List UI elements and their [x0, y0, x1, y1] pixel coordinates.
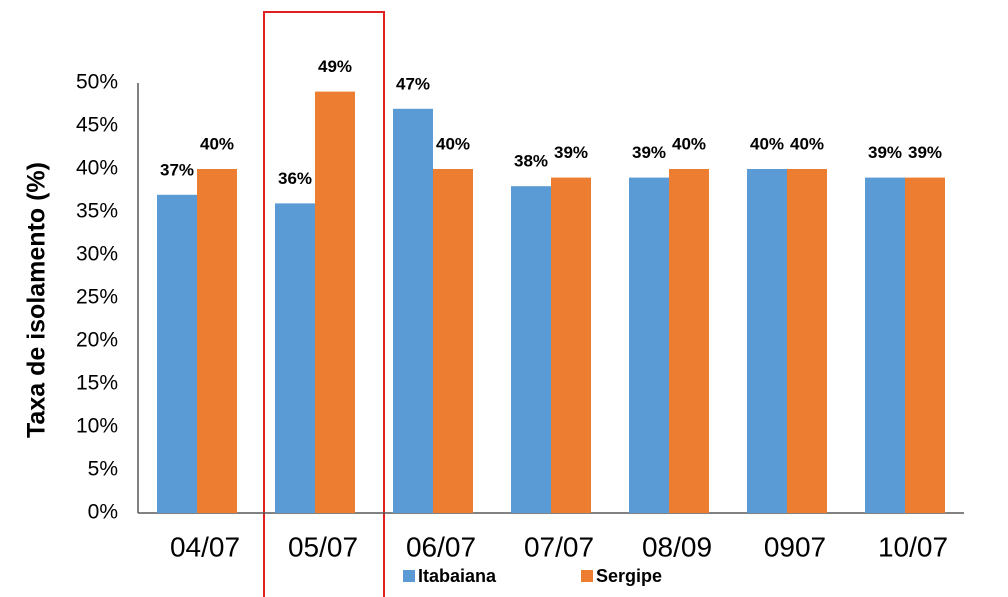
- y-tick-label: 25%: [76, 286, 118, 309]
- data-label: 39%: [632, 143, 666, 162]
- bar: [865, 177, 905, 513]
- y-tick-label: 10%: [76, 415, 118, 438]
- data-label: 36%: [278, 169, 312, 188]
- y-axis-title: Taxa de isolamento (%): [23, 162, 51, 438]
- legend-label: Sergipe: [596, 566, 662, 586]
- bar: [787, 169, 827, 513]
- y-tick-label: 30%: [76, 243, 118, 266]
- data-label: 37%: [160, 160, 194, 179]
- data-label: 39%: [908, 143, 942, 162]
- legend-swatch: [403, 570, 415, 582]
- x-tick-label: 0907: [764, 531, 826, 562]
- data-label: 47%: [396, 74, 430, 93]
- bar: [551, 177, 591, 513]
- data-label: 49%: [318, 57, 352, 76]
- x-tick-label: 06/07: [406, 531, 476, 562]
- y-tick-label: 40%: [76, 157, 118, 180]
- bar: [393, 108, 433, 514]
- bar: [157, 194, 197, 514]
- x-tick-label: 08/09: [642, 531, 712, 562]
- highlight-box: [263, 11, 385, 597]
- data-label: 40%: [672, 134, 706, 153]
- bar: [433, 169, 473, 513]
- data-label: 40%: [200, 134, 234, 153]
- legend-swatch: [581, 570, 593, 582]
- y-tick-label: 5%: [88, 458, 118, 481]
- y-tick-label: 50%: [76, 71, 118, 94]
- y-tick-label: 15%: [76, 372, 118, 395]
- bar: [905, 177, 945, 513]
- bar: [669, 169, 709, 513]
- data-label: 40%: [790, 134, 824, 153]
- bar: [629, 177, 669, 513]
- data-label: 40%: [750, 134, 784, 153]
- y-tick-label: 35%: [76, 200, 118, 223]
- y-tick-label: 45%: [76, 114, 118, 137]
- x-tick-label: 05/07: [288, 531, 358, 562]
- x-tick-label: 04/07: [170, 531, 240, 562]
- y-tick-label: 20%: [76, 329, 118, 352]
- bar: [747, 169, 787, 513]
- bar: [315, 91, 355, 513]
- data-label: 40%: [436, 134, 470, 153]
- bar: [511, 186, 551, 513]
- legend-label: Itabaiana: [418, 566, 497, 586]
- data-label: 39%: [868, 143, 902, 162]
- data-label: 38%: [514, 152, 548, 171]
- bar: [275, 203, 315, 513]
- x-tick-label: 10/07: [878, 531, 948, 562]
- y-tick-label: 0%: [88, 501, 118, 524]
- x-tick-label: 07/07: [524, 531, 594, 562]
- data-label: 39%: [554, 143, 588, 162]
- bar: [197, 169, 237, 513]
